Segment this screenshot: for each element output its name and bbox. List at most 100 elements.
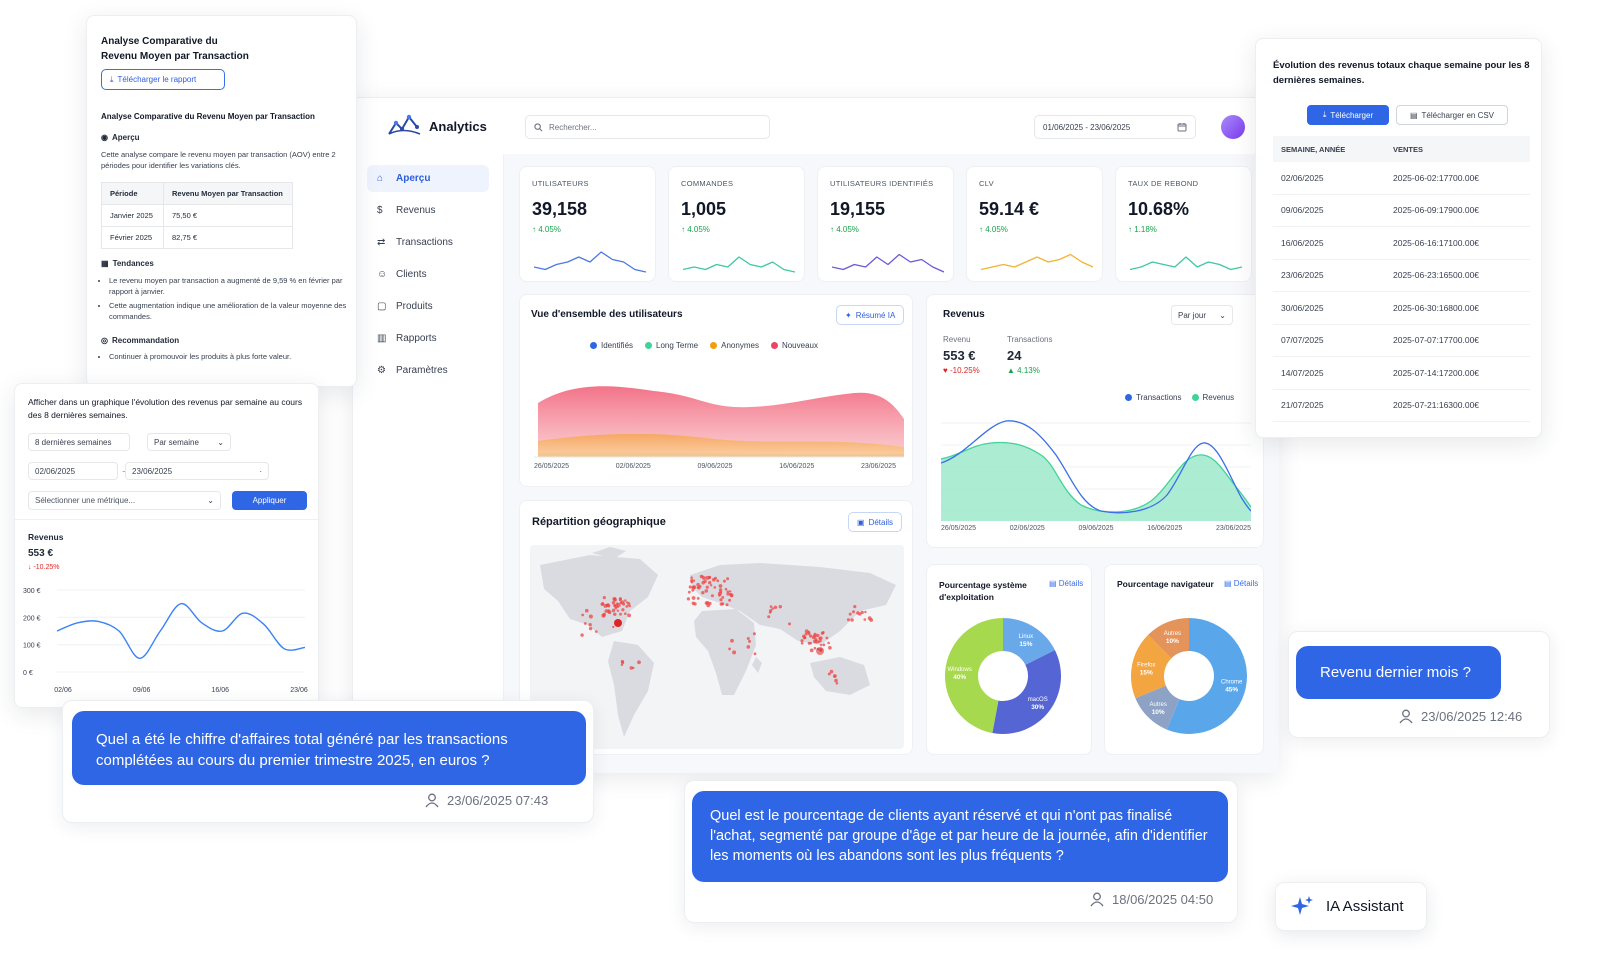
map-point	[588, 614, 593, 619]
map-point	[800, 639, 804, 643]
browser-details-label: Détails	[1233, 579, 1259, 588]
map-point	[583, 622, 587, 625]
chevron-down-icon: ⌄	[1219, 310, 1226, 320]
date-to-input[interactable]: 23/06/2025 ·	[125, 462, 269, 480]
donut-slice-label: macOS	[1028, 697, 1048, 703]
kpi-card[interactable]: TAUX DE REBOND 10.68% ↑ 1.18%	[1115, 166, 1252, 282]
sparkle-icon: ✦	[845, 310, 852, 320]
sidebar-item-4[interactable]: ☺ Clients	[367, 261, 489, 288]
legend-item[interactable]: Revenus	[1191, 393, 1234, 402]
kpi-card[interactable]: UTILISATEURS IDENTIFIÉS 19,155 ↑ 4.05%	[817, 166, 954, 282]
download-csv-button[interactable]: ▤ Télécharger en CSV	[1396, 105, 1508, 125]
kpi-label: CLV	[979, 179, 994, 188]
map-point	[692, 585, 697, 590]
table-header-cell: VENTES	[1393, 144, 1424, 154]
ia-assistant-button[interactable]: IA Assistant	[1275, 882, 1427, 931]
kpi-card[interactable]: CLV 59.14 € ↑ 4.05%	[966, 166, 1103, 282]
revenue-period-select[interactable]: Par jour ⌄	[1171, 305, 1233, 325]
donut-slice[interactable]	[1135, 685, 1180, 730]
legend-item[interactable]: Transactions	[1125, 393, 1182, 402]
donut-slice[interactable]	[1166, 618, 1247, 734]
sidebar-item-6[interactable]: ▥ Rapports	[367, 325, 489, 352]
world-map[interactable]	[530, 545, 904, 749]
aov-table-header: Revenu Moyen par Transaction	[172, 189, 283, 198]
table-row[interactable]: 23/06/2025 2025-06-23:16500.00€	[1273, 260, 1530, 292]
aov-table-header: Période	[101, 182, 164, 205]
kpi-card[interactable]: COMMANDES 1,005 ↑ 4.05%	[668, 166, 805, 282]
donut-slice[interactable]	[992, 650, 1061, 734]
donut-slice-label: Firefox	[1137, 663, 1155, 669]
donut-slice[interactable]	[1147, 618, 1189, 659]
aov-overview-title-text: Aperçu	[111, 133, 140, 142]
map-point	[604, 609, 609, 613]
map-point	[804, 632, 808, 636]
map-point	[718, 584, 723, 588]
group-select[interactable]: Par semaine ⌄	[147, 433, 231, 451]
geo-details-button[interactable]: ▣ Détails	[848, 512, 903, 532]
legend-item[interactable]: Long Terme	[645, 341, 698, 350]
legend-item[interactable]: Identifiés	[590, 341, 633, 350]
map-point	[821, 631, 825, 634]
date-from-value: 02/06/2025	[35, 466, 76, 476]
aov-analysis-panel: Analyse Comparative du Revenu Moyen par …	[86, 15, 357, 387]
y-tick-label: 0 €	[23, 670, 33, 677]
donut-slice[interactable]	[945, 618, 1003, 734]
legend-item[interactable]: Nouveaux	[770, 341, 818, 350]
metric-select[interactable]: Sélectionner une métrique... ⌄	[28, 491, 221, 510]
kpi-sparkline	[1130, 256, 1242, 271]
date-from-input[interactable]: 02/06/2025	[28, 462, 118, 480]
sidebar-item-label: Paramètres	[396, 365, 448, 376]
map-point	[606, 603, 610, 607]
map-point	[705, 575, 710, 580]
donut-slice-pct: 10%	[1166, 638, 1179, 645]
chat-bubble: Quel a été le chiffre d'affaires total g…	[72, 711, 586, 785]
y-tick-label: 300 €	[23, 588, 41, 595]
map-point	[816, 633, 820, 638]
os-details-link[interactable]: ▤ Détails	[1049, 579, 1084, 588]
browser-details-link[interactable]: ▤ Détails	[1224, 579, 1259, 588]
aov-trends-title-text: Tendances	[112, 259, 154, 268]
table-row[interactable]: 21/07/2025 2025-07-21:16300.00€	[1273, 390, 1530, 422]
kpi-card[interactable]: UTILISATEURS 39,158 ↑ 4.05%	[519, 166, 656, 282]
sidebar-item-7[interactable]: ⚙ Paramètres	[367, 357, 489, 384]
download-report-button[interactable]: ⤓ Télécharger le rapport	[101, 69, 225, 90]
date-range-picker[interactable]: 01/06/2025 - 23/06/2025	[1034, 115, 1196, 139]
sidebar-item-5[interactable]: ▢ Produits	[367, 293, 489, 320]
table-row[interactable]: 09/06/2025 2025-06-09:17900.00€	[1273, 195, 1530, 227]
kpi-label: COMMANDES	[681, 179, 734, 188]
avatar[interactable]	[1221, 115, 1245, 139]
table-row[interactable]: 16/06/2025 2025-06-16:17100.00€	[1273, 227, 1530, 260]
map-point	[850, 618, 854, 622]
sidebar-item-2[interactable]: $ Revenus	[367, 197, 489, 224]
aov-trend-item: Le revenu moyen par transaction a augmen…	[109, 275, 347, 297]
map-point	[724, 587, 728, 591]
ai-summary-button[interactable]: ✦ Résumé IA	[836, 305, 905, 325]
table-cell: 07/07/2025	[1281, 335, 1324, 346]
revenue-period-value: Par jour	[1178, 310, 1207, 320]
table-row[interactable]: 30/06/2025 2025-06-30:16800.00€	[1273, 292, 1530, 325]
legend-item[interactable]: Anonymes	[710, 341, 759, 350]
map-point	[726, 577, 730, 581]
kpi-value: 1,005	[681, 199, 727, 219]
sidebar-item-1[interactable]: ⌂ Aperçu	[367, 165, 489, 192]
table-row[interactable]: 14/07/2025 2025-07-14:17200.00€	[1273, 357, 1530, 390]
period-select-value: 8 dernières semaines	[35, 437, 112, 447]
download-button[interactable]: ⤓ Télécharger	[1307, 105, 1389, 125]
table-cell: 30/06/2025	[1281, 302, 1324, 313]
map-point	[748, 639, 751, 643]
map-point	[632, 666, 635, 670]
table-row[interactable]: 07/07/2025 2025-07-07:17700.00€	[1273, 325, 1530, 357]
apply-button[interactable]: Appliquer	[232, 491, 307, 510]
donut-slice[interactable]	[1130, 634, 1172, 699]
sidebar-item-3[interactable]: ⇄ Transactions	[367, 229, 489, 256]
chat-message-q3: Revenu dernier mois ? 23/06/2025 12:46	[1288, 631, 1550, 738]
table-row[interactable]: 02/06/2025 2025-06-02:17700.00€	[1273, 162, 1530, 195]
map-point	[728, 592, 732, 596]
map-point	[621, 608, 625, 612]
donut-slice-label: Windows	[948, 667, 972, 673]
app-logo[interactable]: Analytics	[387, 114, 487, 138]
period-select[interactable]: 8 dernières semaines	[28, 433, 130, 451]
target-icon: ◎	[101, 336, 108, 345]
search-input[interactable]: Rechercher...	[525, 115, 770, 139]
donut-slice[interactable]	[1003, 618, 1055, 665]
